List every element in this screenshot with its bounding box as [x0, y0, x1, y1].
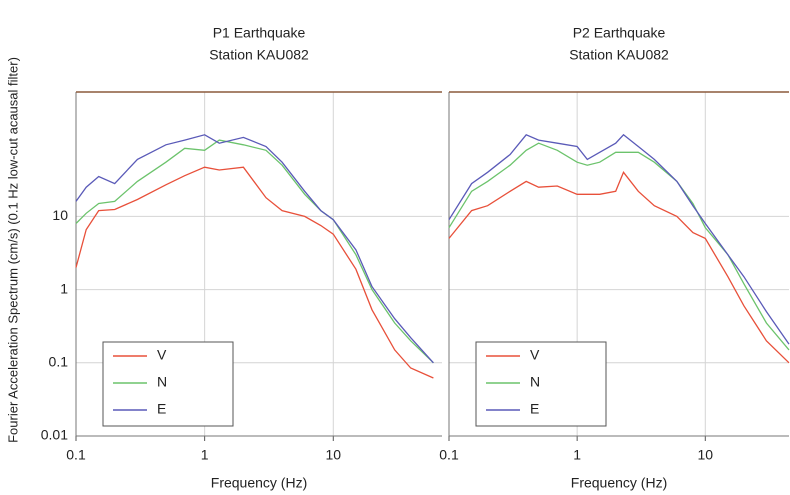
chart-title: P2 Earthquake — [573, 25, 666, 41]
series-line — [75, 166, 434, 379]
legend-box — [475, 341, 607, 427]
chart-subtitle: Station KAU082 — [569, 47, 669, 63]
series-line — [448, 142, 790, 351]
y-tick-label: 1 — [60, 280, 68, 296]
legend-label: E — [530, 401, 539, 417]
legend-label: V — [157, 347, 167, 363]
y-tick-label: 0.1 — [49, 353, 69, 369]
legend-label: N — [157, 374, 167, 390]
y-axis-label: Fourier Acceleration Spectrum (cm/s) (0.… — [5, 57, 20, 443]
legend-box — [102, 341, 234, 427]
x-tick-label: 1 — [573, 447, 581, 463]
chart-subtitle: Station KAU082 — [209, 47, 309, 63]
y-tick-label: 10 — [52, 207, 68, 223]
legend-label: N — [530, 374, 540, 390]
y-tick-label: 0.01 — [41, 427, 68, 443]
chart-title: P1 Earthquake — [213, 25, 306, 41]
series-line — [75, 139, 434, 364]
series-line — [448, 133, 790, 345]
series-line — [448, 171, 790, 364]
x-tick-label: 10 — [698, 447, 714, 463]
x-tick-label: 0.1 — [66, 447, 86, 463]
legend-label: V — [530, 347, 540, 363]
x-tick-label: 0.1 — [439, 447, 459, 463]
x-axis-label: Frequency (Hz) — [211, 475, 307, 491]
x-tick-label: 1 — [201, 447, 209, 463]
series-line — [75, 134, 434, 364]
x-axis-label: Frequency (Hz) — [571, 475, 667, 491]
x-tick-label: 10 — [325, 447, 341, 463]
legend-label: E — [157, 401, 166, 417]
